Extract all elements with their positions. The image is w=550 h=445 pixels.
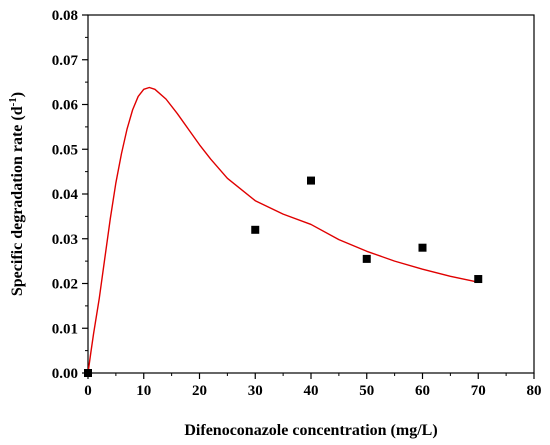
y-axis-title-main: Specific degradation rate (d [9, 106, 26, 296]
x-tick-labels: 0 10 20 30 40 50 60 70 80 [84, 383, 541, 399]
y-tick-label: 0.04 [52, 187, 79, 203]
x-tick-label: 80 [527, 383, 542, 399]
y-tick-label: 0.07 [52, 53, 79, 69]
y-tick-label: 0.06 [52, 98, 79, 114]
y-tick-label: 0.01 [52, 321, 78, 337]
x-tick-label: 60 [415, 383, 430, 399]
y-tick-label: 0.02 [52, 277, 78, 293]
y-axis-title-sup: -1 [7, 97, 19, 106]
x-tick-label: 0 [84, 383, 92, 399]
y-tick-label: 0.00 [52, 366, 78, 382]
data-point [84, 369, 92, 377]
y-tick-labels: 0.00 0.01 0.02 0.03 0.04 0.05 0.06 0.07 0.08 [52, 8, 79, 382]
data-point [307, 176, 315, 185]
x-ticks [87, 373, 535, 379]
y-tick-label: 0.08 [52, 8, 78, 24]
data-point [418, 243, 427, 252]
fit-curve [87, 86, 479, 374]
x-tick-label: 40 [304, 383, 319, 399]
y-tick-label: 0.03 [52, 232, 78, 248]
x-tick-label: 50 [359, 383, 374, 399]
y-axis-title-end: ) [9, 92, 26, 97]
series-layer [84, 86, 483, 377]
y-tick-label: 0.05 [52, 142, 78, 158]
data-point [251, 225, 260, 234]
data-point [474, 275, 483, 284]
plot-frame [87, 14, 535, 374]
y-ticks [82, 14, 88, 374]
x-tick-label: 10 [136, 383, 151, 399]
x-axis-title: Difenoconazole concentration (mg/L) [184, 422, 437, 439]
x-tick-label: 30 [248, 383, 263, 399]
x-tick-label: 20 [192, 383, 207, 399]
y-axis-title: Specific degradation rate (d-1) [7, 92, 26, 296]
data-point [362, 254, 371, 263]
x-tick-label: 70 [471, 383, 486, 399]
